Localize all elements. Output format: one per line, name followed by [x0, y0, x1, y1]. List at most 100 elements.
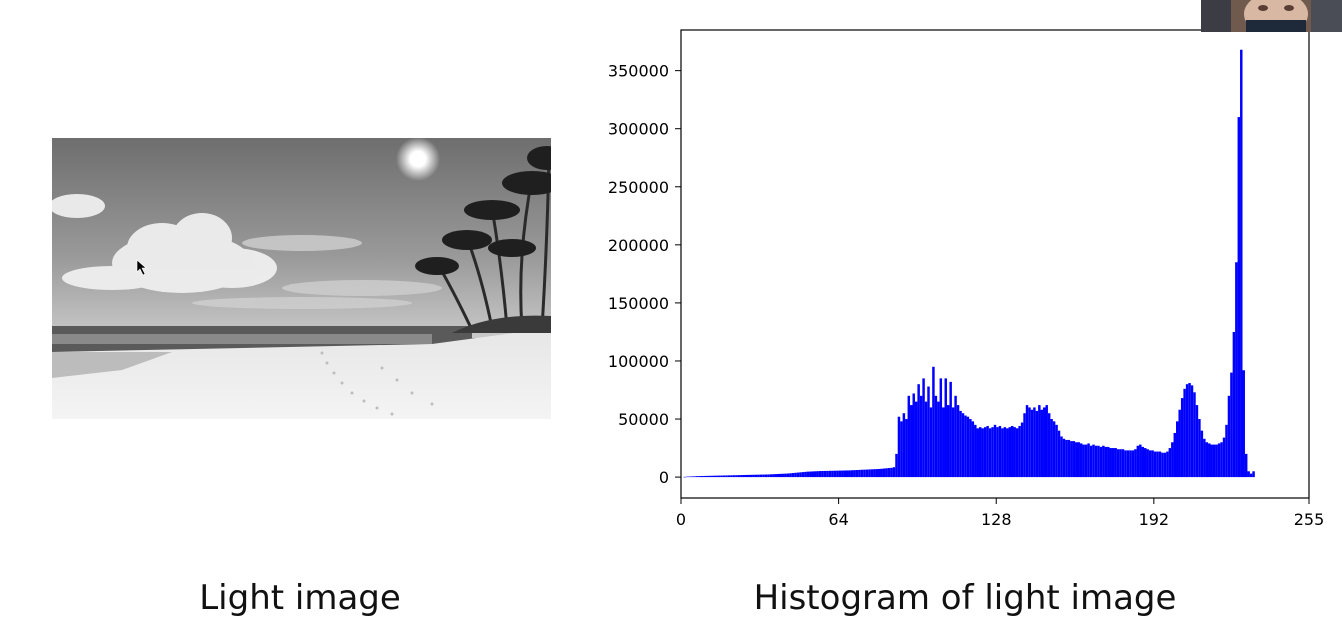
histogram-bar — [917, 384, 920, 478]
histogram-bar — [875, 469, 879, 478]
histogram-bar — [897, 416, 901, 478]
histogram-bar — [949, 381, 952, 478]
y-tick-label: 100000 — [608, 352, 669, 371]
histogram-bar — [983, 427, 987, 478]
histogram-bar — [809, 471, 812, 478]
histogram-bar — [730, 475, 733, 478]
histogram-bar — [1146, 449, 1149, 478]
y-tick-label: 50000 — [618, 410, 669, 429]
histogram-bar — [1109, 448, 1112, 478]
histogram-bar — [890, 467, 893, 478]
histogram-bar — [695, 476, 699, 478]
histogram-bar — [978, 427, 982, 478]
histogram-bar — [841, 470, 844, 478]
histogram-bar — [991, 427, 994, 478]
histogram-bar — [698, 476, 701, 478]
histogram-bar — [1193, 392, 1196, 478]
histogram-bar — [1183, 388, 1186, 478]
histogram-bar — [1129, 450, 1132, 478]
histogram-bar — [996, 427, 999, 478]
histogram-bar — [705, 475, 709, 478]
histogram-bar — [1153, 451, 1157, 478]
histogram-bar — [870, 469, 874, 478]
histogram-bar — [735, 475, 738, 478]
histogram-bar — [986, 426, 989, 478]
histogram-bar — [976, 428, 979, 478]
histogram-bar — [1067, 439, 1071, 478]
histogram-bar — [1244, 453, 1248, 478]
histogram-bar — [789, 473, 792, 478]
x-tick-label: 0 — [676, 510, 686, 529]
histogram-bar — [910, 405, 913, 478]
histogram-bar — [693, 476, 696, 478]
histogram-bar — [811, 471, 814, 478]
histogram-bar — [1222, 437, 1226, 478]
histogram-bar — [1050, 419, 1053, 478]
y-tick-label: 200000 — [608, 236, 669, 255]
histogram-bar — [779, 473, 782, 478]
histogram-bars — [683, 49, 1255, 478]
histogram-bar — [1200, 430, 1204, 478]
histogram-bar — [914, 401, 918, 478]
histogram-bar — [1163, 452, 1167, 478]
histogram-bar — [1148, 450, 1152, 478]
histogram-bar — [725, 475, 728, 478]
histogram-bar — [1070, 441, 1073, 478]
histogram-bar — [1040, 409, 1044, 478]
histogram-bar — [1252, 471, 1255, 478]
y-axis: 0 50000 100000 150000 200000 250000 300000 3500… — [608, 62, 681, 487]
histogram-bar — [846, 470, 849, 478]
histogram-bar — [1235, 262, 1238, 478]
histogram-bar — [929, 407, 933, 478]
histogram-bar — [981, 428, 984, 478]
histogram-bar — [1126, 450, 1130, 478]
histogram-bar — [1171, 442, 1174, 478]
histogram-bar — [703, 475, 706, 478]
histogram-bar — [762, 474, 765, 478]
histogram-bar — [720, 475, 723, 478]
histogram-bar — [1151, 450, 1154, 478]
histogram-bar — [683, 476, 686, 478]
histogram-bar — [700, 475, 704, 478]
histogram-bar — [1013, 427, 1016, 478]
histogram-bar — [757, 474, 760, 478]
histogram-bar — [1045, 405, 1048, 478]
histogram-bar — [1047, 413, 1051, 478]
histogram-bar — [927, 386, 930, 478]
histogram-bar — [902, 413, 906, 478]
histogram-bar — [816, 471, 819, 478]
histogram-bar — [1134, 449, 1137, 478]
histogram-bar — [868, 469, 871, 478]
histogram-bar — [850, 470, 854, 478]
histogram-bar — [799, 472, 802, 478]
histogram-bar — [1023, 413, 1026, 478]
histogram-bar — [1247, 471, 1250, 478]
histogram-bar — [1195, 405, 1199, 478]
histogram-bar — [732, 475, 736, 478]
histogram-bar — [838, 470, 842, 478]
histogram-bar — [1077, 442, 1080, 478]
histogram-bar — [892, 467, 896, 478]
histogram-bar — [708, 475, 711, 478]
histogram-bar — [1033, 407, 1036, 478]
histogram-bar — [1035, 410, 1039, 478]
histogram-bar — [1176, 421, 1179, 478]
histogram-bar — [826, 470, 829, 478]
histogram-bar — [1210, 444, 1213, 478]
histogram-bar — [749, 474, 753, 478]
plot-frame — [680, 29, 1310, 499]
histogram-bar — [727, 475, 731, 478]
histogram-bar — [1065, 439, 1068, 478]
histogram-bar — [885, 468, 888, 478]
histogram-bar — [1114, 448, 1117, 478]
light-image — [52, 138, 551, 419]
histogram-bar — [873, 469, 876, 478]
histogram-bar — [969, 419, 972, 478]
histogram-bar — [831, 470, 834, 478]
histogram-bar — [1173, 432, 1177, 478]
histogram-bar — [1055, 424, 1058, 478]
histogram-bar — [1227, 395, 1231, 478]
histogram-bar — [804, 471, 807, 478]
histogram-bar — [882, 468, 886, 478]
